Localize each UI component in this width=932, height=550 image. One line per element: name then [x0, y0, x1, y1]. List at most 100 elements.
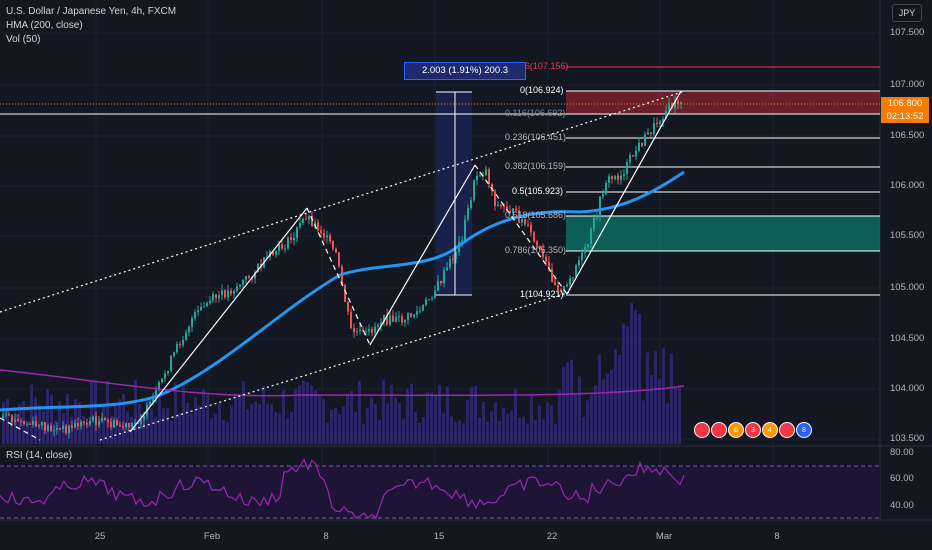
candle-body [167, 371, 169, 374]
candle-body [356, 331, 358, 333]
candle-body [464, 219, 466, 241]
candle-body [503, 206, 505, 208]
candle-body [233, 290, 235, 294]
candle-body [149, 401, 151, 405]
candle-body [437, 280, 439, 291]
volume-bar [286, 418, 289, 444]
candle-body [638, 142, 640, 151]
candle-body [407, 313, 409, 320]
volume-bar [610, 369, 613, 444]
volume-bar [622, 323, 625, 444]
volume-bar [350, 390, 353, 444]
candle-body [20, 420, 22, 422]
volume-bar [550, 405, 553, 444]
currency-button[interactable]: JPY [892, 4, 922, 22]
candle-body [332, 241, 334, 249]
event-badge[interactable]: 3 [745, 422, 761, 438]
fib-label: 0.116(106.692) [505, 108, 566, 118]
candle-body [281, 244, 283, 249]
price-tick: 107.000 [890, 79, 925, 90]
fib-label: 0.5(105.923) [512, 186, 564, 196]
candle-body [665, 110, 667, 119]
volume-bar [530, 395, 533, 444]
volume-bar [330, 409, 333, 444]
volume-bar [674, 386, 677, 444]
candle-body [71, 425, 73, 428]
volume-bar [678, 385, 681, 444]
candle-body [368, 328, 370, 332]
event-badge[interactable]: 8 [796, 422, 812, 438]
candle-body [425, 299, 427, 305]
candle-body [578, 260, 580, 266]
rsi-legend[interactable]: RSI (14, close) [6, 450, 73, 461]
volume-bar [526, 423, 529, 444]
hma-legend[interactable]: HMA (200, close) [6, 20, 83, 31]
volume-bar [594, 385, 597, 444]
fib-label: 0.786(105.350) [505, 245, 567, 255]
volume-bar [10, 418, 13, 444]
event-icon[interactable] [779, 422, 795, 438]
volume-bar [394, 397, 397, 444]
candle-body [161, 378, 163, 383]
volume-legend[interactable]: Vol (50) [6, 34, 41, 45]
volume-bar [30, 384, 33, 444]
candle-body [428, 298, 430, 300]
candle-body [410, 313, 412, 317]
candle-body [284, 248, 286, 250]
candle-body [209, 300, 211, 303]
volume-bar [466, 399, 469, 444]
candle-body [581, 252, 583, 261]
volume-bar [470, 386, 473, 444]
volume-bar [162, 408, 165, 444]
volume-bar [570, 359, 573, 444]
volume-bar [354, 411, 357, 444]
volume-bar [270, 404, 273, 444]
volume-bar [418, 422, 421, 444]
candle-body [668, 103, 670, 111]
candle-body [143, 415, 145, 420]
volume-bar [198, 405, 201, 444]
candle-body [326, 235, 328, 238]
volume-bar [342, 406, 345, 444]
volume-bar [590, 392, 593, 444]
candle-body [524, 219, 526, 225]
candle-body [512, 208, 514, 213]
symbol-legend[interactable]: U.S. Dollar / Japanese Yen, 4h, FXCM [6, 6, 177, 17]
candle-body [56, 428, 58, 431]
candle-body [17, 419, 19, 421]
candle-body [455, 251, 457, 260]
candle-body [170, 355, 172, 372]
volume-bar [82, 416, 85, 444]
event-badge[interactable]: 6 [728, 422, 744, 438]
wave-leg [0, 417, 41, 441]
volume-bar [482, 401, 485, 444]
volume-bar [510, 410, 513, 444]
volume-bar [222, 419, 225, 444]
event-icon[interactable] [711, 422, 727, 438]
candle-body [674, 100, 676, 109]
candle-body [389, 315, 391, 325]
candle-body [191, 318, 193, 327]
event-icon[interactable] [694, 422, 710, 438]
volume-bar [306, 382, 309, 444]
measure-label[interactable]: 2.003 (1.91%) 200.3 [404, 62, 526, 80]
event-badge[interactable]: 4 [762, 422, 778, 438]
volume-bar [454, 422, 457, 444]
volume-bar [658, 379, 661, 444]
candle-body [476, 175, 478, 181]
fib-label: 0(106.924) [520, 85, 564, 95]
candle-body [218, 295, 220, 298]
volume-bar [322, 399, 325, 444]
volume-bar [318, 395, 321, 444]
countdown-tag: 02:13:52 [881, 110, 929, 123]
candle-body [74, 423, 76, 428]
candle-body [659, 121, 661, 125]
candle-body [593, 218, 595, 229]
rsi-tick: 80.00 [890, 447, 914, 458]
candle-body [602, 194, 604, 197]
fib-label: 0.236(106.451) [505, 132, 567, 142]
economic-events[interactable]: 6 3 4 8 [694, 422, 812, 442]
volume-bar [502, 407, 505, 444]
